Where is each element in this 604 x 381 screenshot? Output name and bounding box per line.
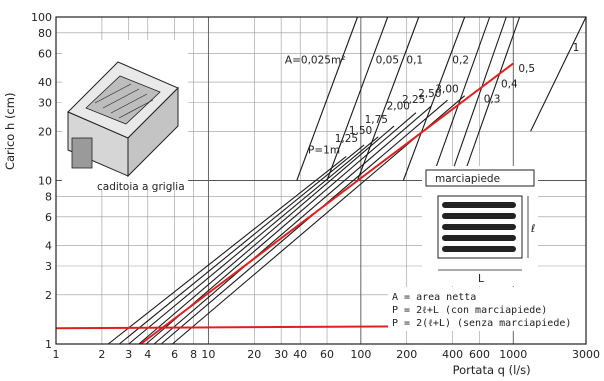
perimeter-series-label: P=1m (308, 145, 340, 157)
width-label: ℓ (530, 223, 535, 235)
area-series-line (448, 16, 507, 181)
grate-slot (442, 246, 516, 252)
area-series-line (296, 16, 359, 181)
perimeter-series-label: 1,50 (349, 125, 372, 137)
x-tick-label: 6 (171, 348, 178, 361)
area-series-label: 0,2 (452, 54, 469, 66)
legend-background (388, 287, 586, 331)
perimeter-series-label: 2,50 (418, 88, 441, 100)
perimeter-series-label: 1,75 (365, 114, 388, 126)
x-tick-label: 4 (144, 348, 151, 361)
area-series-label: 1 (573, 42, 580, 54)
area-series-line (530, 16, 587, 132)
y-tick-label: 60 (38, 47, 52, 60)
area-series-label: 0,3 (484, 93, 501, 105)
legend-line-perimeter-without-sidewalk: P = 2(ℓ+L) (senza marciapiede) (392, 318, 571, 329)
y-tick-label: 8 (45, 190, 52, 203)
x-tick-label: 1000 (499, 348, 527, 361)
x-tick-label: 100 (350, 348, 371, 361)
x-tick-label: 20 (247, 348, 261, 361)
grate-slot (442, 235, 516, 241)
y-tick-label: 80 (38, 27, 52, 40)
x-tick-label: 3 (125, 348, 132, 361)
x-tick-label: 400 (442, 348, 463, 361)
highlight-line (140, 62, 514, 345)
y-tick-label: 30 (38, 96, 52, 109)
area-series-label: 0,5 (518, 63, 535, 75)
perimeter-series-line (138, 125, 395, 345)
area-series-line (326, 16, 389, 181)
grate-illustration: caditoia a griglia (62, 40, 188, 193)
y-tick-label: 6 (45, 211, 52, 224)
tick-labels: 1 2 3 4 6 8 10 20 30 40 60 100 200 400 600 1000 30001234… (31, 11, 600, 361)
perimeter-series-label: 2,00 (387, 101, 410, 113)
sidewalk-label: marciapiede (435, 173, 500, 185)
y-tick-label: 3 (45, 260, 52, 273)
x-tick-label: 8 (190, 348, 197, 361)
y-tick-label: 4 (45, 240, 52, 253)
perimeter-series-line (153, 105, 432, 345)
grate-bar (102, 88, 140, 109)
y-tick-label: 20 (38, 125, 52, 138)
y-axis-label: Carico h (cm) (3, 93, 17, 170)
grate-slot (442, 224, 516, 230)
grate-bar (110, 93, 148, 114)
perimeter-series-line (160, 99, 448, 345)
x-tick-label: 200 (396, 348, 417, 361)
grate-caption: caditoia a griglia (97, 181, 185, 193)
y-tick-label: 10 (38, 175, 52, 188)
perimeter-series-line (128, 136, 379, 345)
grate-bar (94, 83, 132, 104)
legend-line-area: A = area netta (392, 292, 476, 303)
plot-frame (55, 16, 587, 345)
area-series-label: 0,4 (501, 79, 518, 91)
x-tick-label: 3000 (572, 348, 600, 361)
legend: A = area netta P = 2ℓ+L (con marciapiede… (388, 287, 586, 331)
area-series-label: 0,1 (406, 54, 423, 66)
x-tick-label: 1 (53, 348, 60, 361)
y-tick-label: 2 (45, 289, 52, 302)
curve-labels: P=1m1,251,501,752,002,252,503,00 A=0,025m… (285, 42, 579, 157)
grate-bar (118, 99, 154, 119)
perimeter-series-line (118, 144, 365, 345)
y-tick-label: 1 (45, 338, 52, 351)
grate-bars (85, 75, 161, 125)
perimeter-series-label: 3,00 (435, 84, 458, 96)
area-series-label: A=0,025m² (285, 54, 345, 66)
y-tick-label: 100 (31, 11, 52, 24)
grate-slot (442, 202, 516, 208)
x-tick-label: 2 (98, 348, 105, 361)
perimeter-series-label: 1,25 (335, 133, 358, 145)
area-series-line (461, 16, 521, 181)
sidewalk-strip (425, 169, 535, 187)
sidewalk-inset: marciapiede ℓ L (422, 166, 538, 286)
area-series-line (402, 16, 466, 181)
x-tick-label: 10 (201, 348, 215, 361)
grate-slot (442, 213, 516, 219)
x-axis-label: Portata q (l/s) (453, 363, 531, 377)
grate-side-section (127, 86, 179, 178)
perimeter-series-label: 2,25 (402, 94, 425, 106)
area-series-line (430, 16, 491, 181)
area-series-line (356, 16, 420, 181)
x-tick-label: 600 (469, 348, 490, 361)
x-tick-label: 40 (293, 348, 307, 361)
x-tick-label: 60 (320, 348, 334, 361)
area-series-label: 0,05 (376, 54, 399, 66)
legend-line-perimeter-with-sidewalk: P = 2ℓ+L (con marciapiede) (392, 305, 547, 316)
grate-channel (71, 137, 93, 169)
length-label: L (478, 273, 484, 285)
y-tick-label: 40 (38, 76, 52, 89)
perimeter-series-line (107, 156, 347, 345)
x-tick-label: 30 (274, 348, 288, 361)
